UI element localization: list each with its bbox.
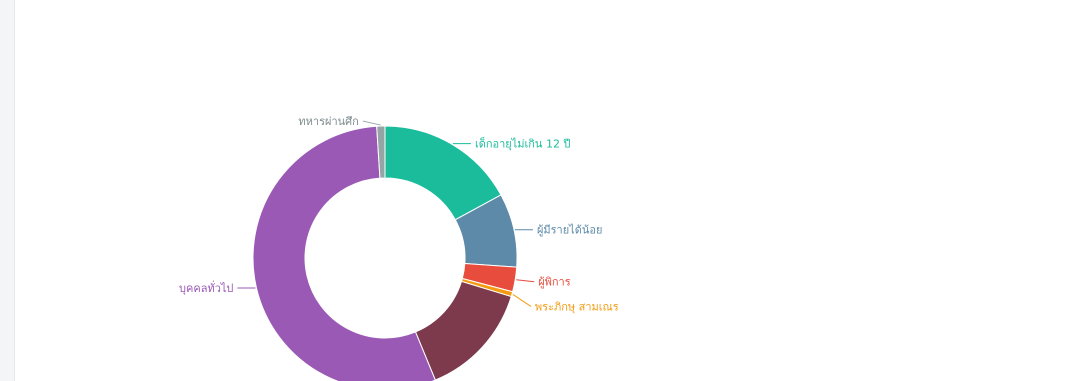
slice-label-6: ทหารผ่านศึก [298,115,358,128]
slice-label-2: ผู้พิการ [538,276,571,289]
pie-slice-4[interactable] [414,280,512,381]
left-sidebar-edge [0,0,15,381]
slice-label-0: เด็กอายุไม่เกิน 12 ปี [475,137,571,151]
slice-label-3: พระภิกษุ สามเณร [535,300,619,313]
leader-line-6 [362,120,381,126]
leader-line-2 [516,279,535,283]
pie-slice-6[interactable] [376,125,386,179]
leader-line-3 [512,294,532,307]
slice-label-5: บุคคลทั่วไป [179,280,233,295]
slice-label-1: ผู้มีรายได้น้อย [537,224,602,237]
pie-slice-5[interactable] [252,125,436,381]
